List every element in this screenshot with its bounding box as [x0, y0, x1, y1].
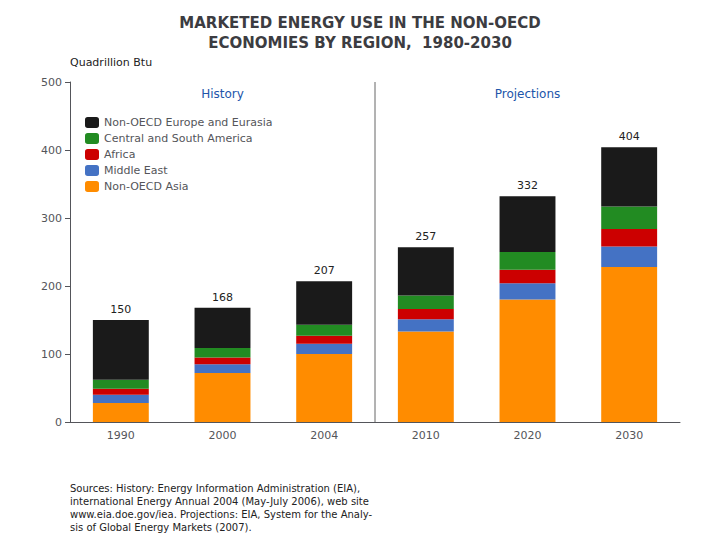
svg-text:www.eia.doe.gov/iea. Projectio: www.eia.doe.gov/iea. Projections: EIA, S… — [70, 509, 372, 520]
svg-text:2010: 2010 — [412, 429, 440, 442]
svg-text:300: 300 — [41, 212, 62, 225]
svg-text:Middle East: Middle East — [104, 164, 168, 177]
svg-text:500: 500 — [41, 76, 62, 89]
svg-text:Central and South America: Central and South America — [104, 132, 253, 145]
svg-text:332: 332 — [517, 179, 538, 192]
svg-text:100: 100 — [41, 348, 62, 361]
svg-text:2004: 2004 — [310, 429, 338, 442]
svg-text:Non-OECD Asia: Non-OECD Asia — [104, 180, 189, 193]
svg-text:404: 404 — [619, 130, 640, 143]
svg-text:Sources: History: Energy Infor: Sources: History: Energy Information Adm… — [70, 483, 360, 494]
svg-text:sis of Global Energy Markets (: sis of Global Energy Markets (2007). — [70, 522, 252, 533]
svg-text:1990: 1990 — [107, 429, 135, 442]
svg-text:History: History — [201, 87, 244, 101]
svg-text:207: 207 — [314, 264, 335, 277]
svg-text:international Energy Annual 20: international Energy Annual 2004 (May-Ju… — [70, 496, 369, 507]
svg-text:MARKETED ENERGY USE IN THE NON: MARKETED ENERGY USE IN THE NON-OECD — [179, 14, 540, 32]
svg-text:Projections: Projections — [495, 87, 561, 101]
svg-text:257: 257 — [415, 230, 436, 243]
svg-text:Non-OECD Europe and Eurasia: Non-OECD Europe and Eurasia — [104, 116, 273, 129]
svg-text:200: 200 — [41, 280, 62, 293]
svg-text:400: 400 — [41, 144, 62, 157]
svg-text:2000: 2000 — [209, 429, 237, 442]
svg-text:Africa: Africa — [104, 148, 135, 161]
svg-text:150: 150 — [110, 303, 131, 316]
svg-text:2030: 2030 — [615, 429, 643, 442]
svg-text:0: 0 — [55, 416, 62, 429]
svg-text:2020: 2020 — [514, 429, 542, 442]
svg-text:ECONOMIES BY REGION, 1980-203: ECONOMIES BY REGION, 1980-2030 — [208, 34, 512, 52]
svg-text:Quadrillion Btu: Quadrillion Btu — [70, 56, 152, 69]
svg-text:168: 168 — [212, 291, 233, 304]
